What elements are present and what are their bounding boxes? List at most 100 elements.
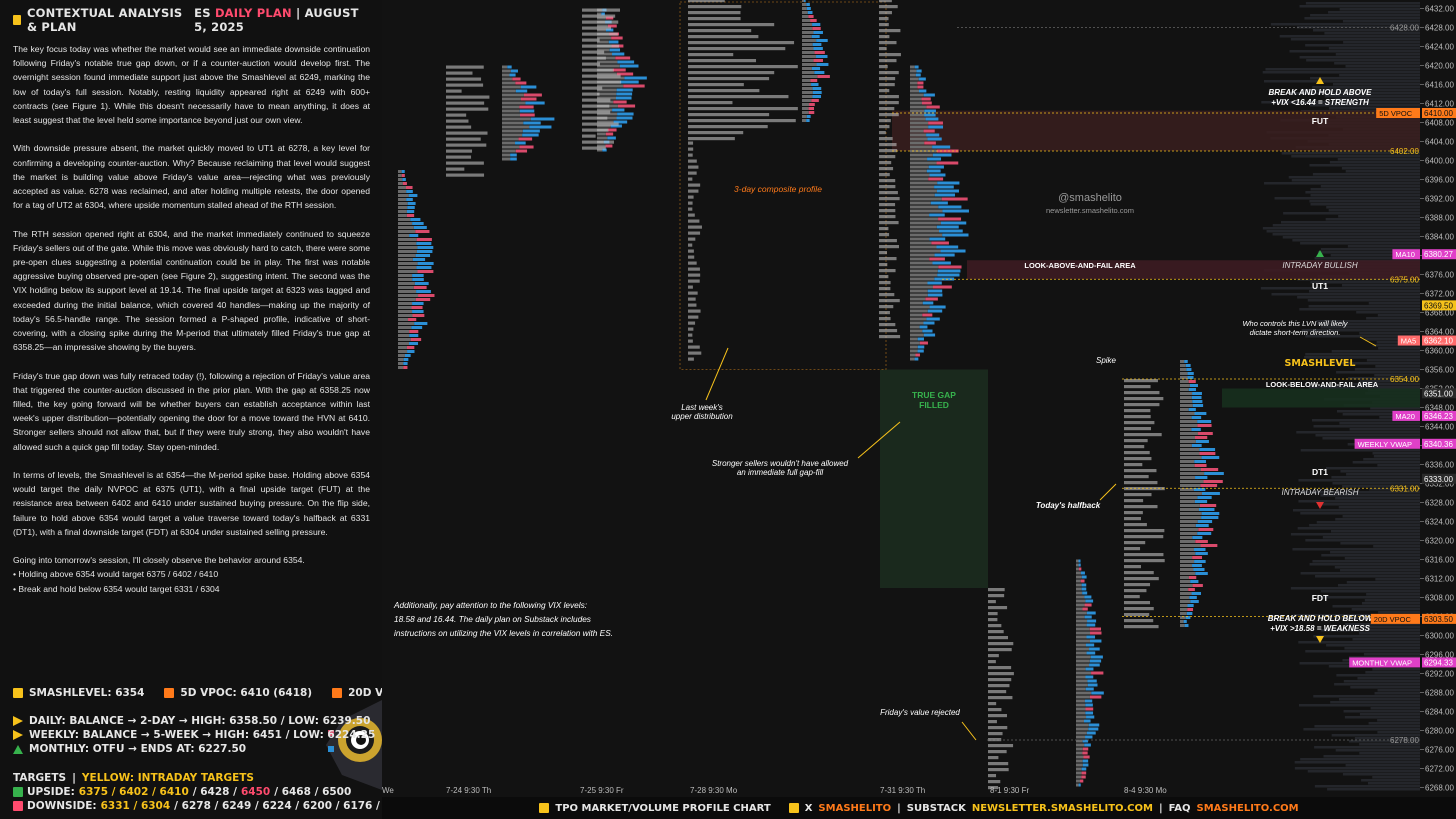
y-tick-label: 6284.00 (1425, 708, 1454, 717)
y-tick-label: 6300.00 (1425, 632, 1454, 641)
watermark-url: newsletter.smashelito.com (1046, 206, 1134, 215)
header-separator: | (296, 6, 301, 20)
tag-value-bg (1422, 388, 1456, 399)
arrow-line (961, 721, 977, 741)
targets-line: TARGETS | YELLOW: INTRADAY TARGETS (13, 772, 254, 784)
true-gap-label: TRUE GAP (912, 390, 956, 400)
y-tick-label: 6408.00 (1425, 119, 1454, 128)
intraday-bullish-label: INTRADAY BULLISH (1282, 261, 1358, 270)
arrow-line (857, 421, 901, 459)
x-tick-label: 7-31 9:30 Th (880, 786, 925, 795)
tag-value-bg (1422, 249, 1456, 260)
tag-label-bg (1354, 438, 1420, 449)
y-tick-label: 6364.00 (1425, 328, 1454, 337)
intraday-bearish-label: INTRADAY BEARISH (1281, 488, 1358, 497)
paragraph: With downside pressure absent, the marke… (13, 143, 370, 211)
tag-value: 6402.00 (1390, 147, 1419, 156)
x-tick-label: 7-25 9:30 Fr (580, 786, 624, 795)
chart-zones (679, 1, 1420, 588)
footer-substack-link[interactable]: NEWSLETTER.SMASHELITO.COM (971, 802, 1153, 814)
y-tick-label: 6420.00 (1425, 62, 1454, 71)
y-tick-label: 6324.00 (1425, 518, 1454, 527)
footer-separator: | (897, 802, 901, 814)
tag-label: 5D VPOC (1379, 109, 1413, 118)
break-above-text: BREAK AND HOLD ABOVE (1269, 88, 1373, 97)
last-week-label: Last week's (681, 403, 723, 412)
tag-label-bg (1392, 249, 1420, 260)
x-tick-label: 7-24 9:30 Th (446, 786, 491, 795)
tag-value-bg (1422, 335, 1456, 346)
y-tick-label: 6372.00 (1425, 290, 1454, 299)
triangle-right-icon (13, 716, 23, 726)
targets-label: TARGETS (13, 772, 67, 784)
level-lines (892, 27, 1420, 741)
triangle-up-icon (1316, 77, 1324, 84)
spike-label: Spike (1096, 356, 1117, 365)
footer-x-label: X (804, 802, 813, 814)
y-tick-label: 6272.00 (1425, 765, 1454, 774)
downside-intraday: 6331 / 6304 (100, 800, 171, 812)
square-icon (788, 803, 799, 813)
true-gap-label: FILLED (919, 400, 949, 410)
smashlevel-summary: SMASHLEVEL: 6354 (29, 687, 145, 699)
y-tick-label: 6432.00 (1425, 5, 1454, 14)
upside-rest: / 6468 / 6500 (274, 786, 352, 798)
tag-label: WEEKLY VWAP (1358, 440, 1412, 449)
smashlevel-label: SMASHLEVEL (1285, 358, 1356, 369)
halfback-label: Today's halfback (1036, 501, 1101, 510)
tag-label-bg (1370, 613, 1420, 624)
panel-header: CONTEXTUAL ANALYSIS & PLAN ES DAILY PLAN… (13, 6, 370, 34)
square-icon (164, 688, 175, 698)
tag-value: 6351.00 (1424, 389, 1453, 398)
upside-label: UPSIDE: (27, 786, 75, 798)
square-icon (13, 688, 23, 698)
arrow-line (1359, 336, 1377, 347)
last-week-label: upper distribution (671, 412, 733, 421)
y-tick-label: 6428.00 (1425, 24, 1454, 33)
tag-value: 6380.27 (1424, 250, 1453, 259)
upside-rest: / 6428 / (192, 786, 237, 798)
y-tick-label: 6292.00 (1425, 670, 1454, 679)
stronger-note: Stronger sellers wouldn't have allowed (712, 459, 849, 468)
tag-value-bg (1422, 108, 1456, 118)
tag-label: 20D VPOC (1374, 615, 1412, 624)
daily-summary: DAILY: BALANCE → 2-DAY → HIGH: 6358.50 /… (29, 715, 371, 727)
y-tick-label: 6424.00 (1425, 43, 1454, 52)
plan-date: ES DAILY PLAN | AUGUST 5, 2025 (194, 6, 370, 34)
x-tick-label: 8-4 9:30 Mo (1124, 786, 1167, 795)
x-tick-label: 8-1 9:30 Fr (990, 786, 1029, 795)
footer-separator: | (1158, 802, 1163, 814)
square-icon (13, 787, 23, 797)
break-below-vix-text: +VIX >18.58 = WEAKNESS (1270, 624, 1370, 633)
tpo-chart: 6268.00 6272.00 6276.00 6280.00 6284.00 6288.… (382, 0, 1456, 819)
tag-value: 6333.00 (1424, 475, 1453, 484)
tag-label-bg (1376, 108, 1420, 118)
tag-label: MA5 (1401, 337, 1416, 346)
footer-x-link[interactable]: SMASHELITO (818, 802, 892, 814)
look-below-zone (1222, 388, 1420, 408)
footer-faq-link[interactable]: SMASHELITO.COM (1196, 802, 1299, 814)
y-tick-label: 6400.00 (1425, 157, 1454, 166)
y-tick-label: 6392.00 (1425, 195, 1454, 204)
tag-value: 6294.33 (1424, 658, 1453, 667)
tag-value-bg (1422, 410, 1456, 421)
y-tick-label: 6344.00 (1425, 423, 1454, 432)
lvn-note: dictate short-term direction. (1250, 328, 1341, 337)
tag-value-bg (1422, 657, 1456, 668)
break-below-text: BREAK AND HOLD BELOW (1268, 614, 1374, 623)
upside-line: UPSIDE: 6375 / 6402 / 6410 / 6428 / 6450… (13, 786, 351, 798)
annotations: BREAK AND HOLD ABOVE+VIX <16.44 = STRENG… (393, 77, 1379, 741)
tag-label: MA10 (1395, 250, 1415, 259)
y-tick-label: 6384.00 (1425, 233, 1454, 242)
tag-label-bg (1349, 657, 1420, 668)
time-axis: We 7-24 9:30 Th 7-25 9:30 Fr 7-28 9:30 Mo 7-… (382, 786, 1167, 795)
triangle-up-icon (13, 744, 23, 754)
tag-label-bg (1397, 335, 1420, 346)
tag-value: 6331.00 (1390, 484, 1419, 493)
footer-faq-label: FAQ (1168, 802, 1191, 814)
square-icon (332, 688, 343, 698)
vix-note: 18.58 and 16.44. The daily plan on Subst… (394, 614, 591, 624)
monthly-line: MONTHLY: OTFU → ENDS AT: 6227.50 (13, 743, 246, 755)
fut-label: FUT (1312, 116, 1329, 126)
vix-note: Additionally, pay attention to the follo… (393, 600, 587, 610)
